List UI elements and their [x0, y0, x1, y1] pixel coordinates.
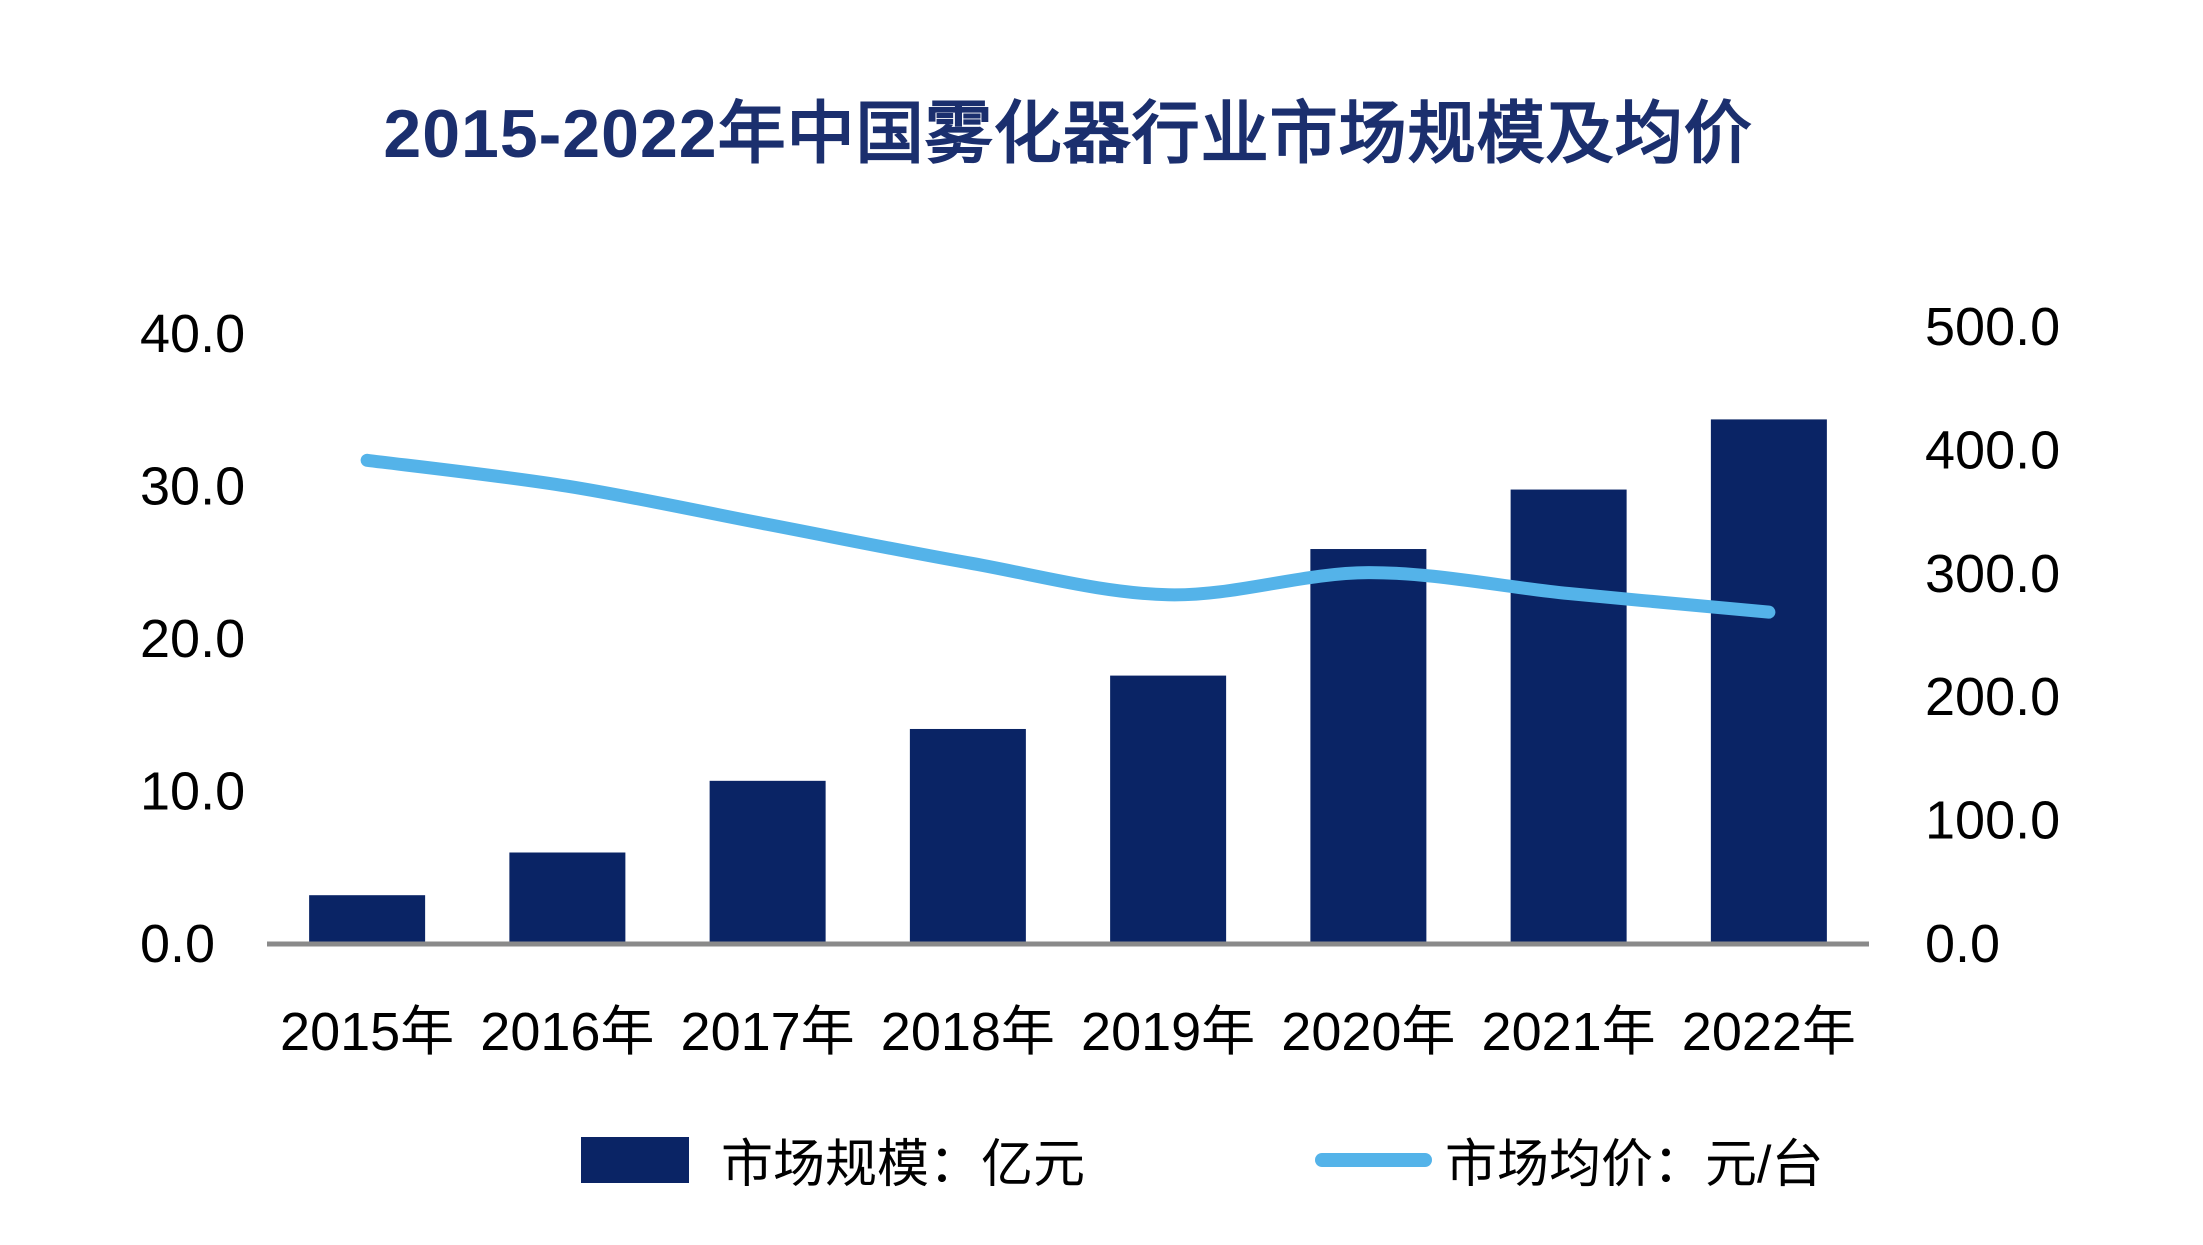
- right-axis-tick-400: 400.0: [1925, 420, 2060, 480]
- x-label-2019: 2019年: [1081, 1002, 1255, 1062]
- bar-series-label: 市场规模：亿元: [721, 1136, 1086, 1194]
- right-axis-tick-0: 0.0: [1925, 914, 2000, 974]
- line-series-swatch: [1315, 1152, 1433, 1167]
- right-axis-tick-300: 300.0: [1925, 544, 2060, 604]
- left-axis-tick-30: 30.0: [140, 457, 245, 517]
- bar-series-swatch: [581, 1136, 689, 1183]
- bar-2018: [909, 728, 1026, 944]
- bar-2021: [1510, 489, 1627, 944]
- bar-2017: [709, 780, 826, 944]
- bar-2016: [509, 852, 626, 944]
- left-axis-tick-0: 0.0: [140, 914, 215, 974]
- average-price-line: [360, 453, 1776, 619]
- x-label-2021: 2021年: [1482, 1002, 1656, 1062]
- legend: 市场规模：亿元 市场均价：元/台: [581, 1122, 1823, 1197]
- x-label-2018: 2018年: [881, 1002, 1055, 1062]
- bar-2019: [1110, 675, 1227, 944]
- right-axis-tick-500: 500.0: [1925, 297, 2060, 357]
- left-axis-tick-20: 20.0: [140, 609, 245, 669]
- chart-title: 2015-2022年中国雾化器行业市场规模及均价: [383, 96, 1753, 172]
- bar-2020: [1310, 549, 1427, 944]
- left-axis-tick-10: 10.0: [140, 762, 245, 822]
- line-series-label: 市场均价：元/台: [1445, 1136, 1824, 1194]
- legend-item-market-size: 市场规模：亿元: [581, 1122, 1085, 1197]
- bar-2015: [309, 895, 426, 944]
- right-axis-tick-200: 200.0: [1925, 667, 2060, 727]
- left-axis-tick-40: 40.0: [140, 304, 245, 364]
- x-label-2016: 2016年: [480, 1002, 654, 1062]
- x-label-2020: 2020年: [1281, 1002, 1455, 1062]
- x-label-2022: 2022年: [1682, 1002, 1856, 1062]
- x-label-2017: 2017年: [681, 1002, 855, 1062]
- right-axis-tick-100: 100.0: [1925, 791, 2060, 851]
- legend-item-average-price: 市场均价：元/台: [1315, 1122, 1823, 1197]
- bar-2022: [1710, 419, 1827, 944]
- x-label-2015: 2015年: [280, 1002, 454, 1062]
